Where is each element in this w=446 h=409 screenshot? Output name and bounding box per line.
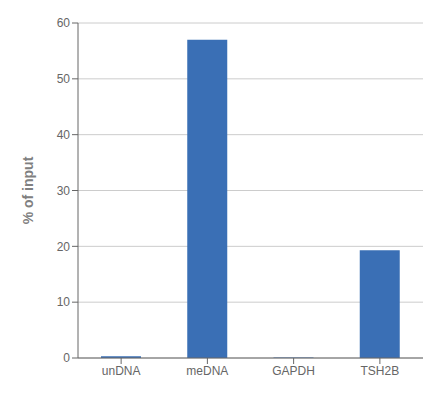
svg-text:% of input: % of input: [20, 156, 36, 224]
svg-text:50: 50: [57, 72, 71, 86]
svg-text:0: 0: [63, 351, 70, 365]
svg-text:20: 20: [57, 240, 71, 254]
svg-text:unDNA: unDNA: [102, 364, 141, 378]
svg-text:GAPDH: GAPDH: [272, 364, 315, 378]
svg-text:40: 40: [57, 128, 71, 142]
svg-text:TSH2B: TSH2B: [361, 364, 400, 378]
svg-text:60: 60: [57, 16, 71, 30]
svg-text:meDNA: meDNA: [186, 364, 228, 378]
svg-text:30: 30: [57, 184, 71, 198]
svg-text:10: 10: [57, 295, 71, 309]
